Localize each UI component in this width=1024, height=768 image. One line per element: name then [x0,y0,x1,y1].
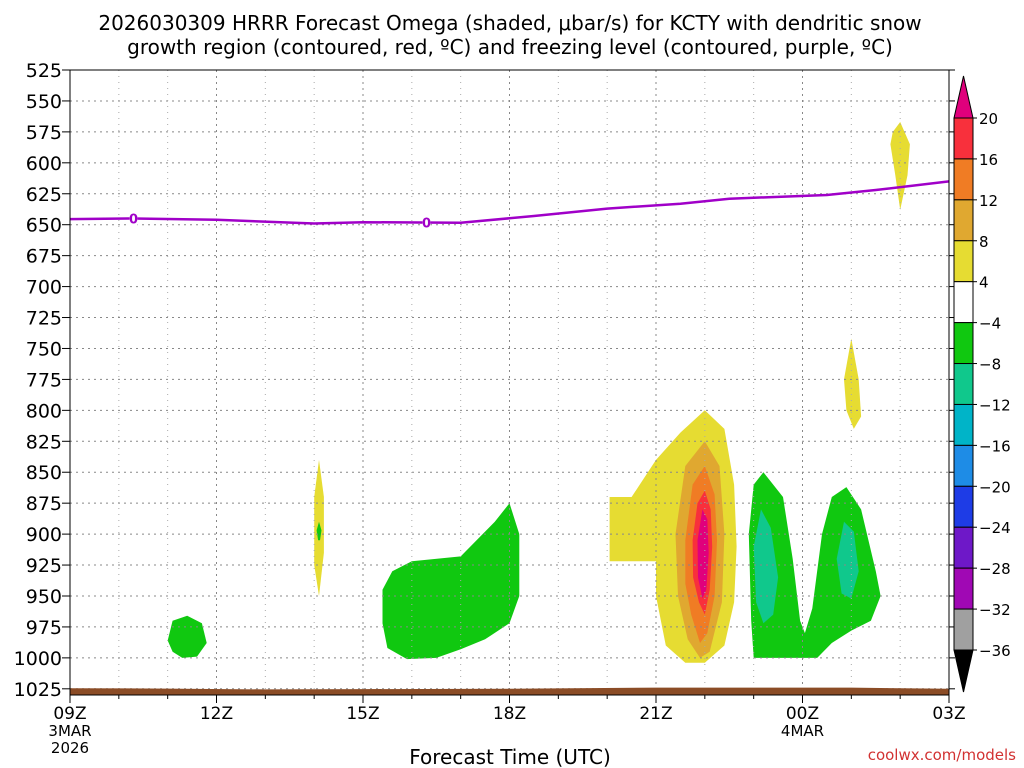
omega-region-green-blob-1000 [167,615,207,658]
colorbar-swatch-3 [953,240,974,283]
y-tick-label-950: 950 [26,586,62,608]
y-tick-label-575: 575 [26,122,62,144]
x-tick-label-18Z: 18Z [493,704,526,724]
y-tick-label-800: 800 [26,400,62,422]
ground-layer [70,687,949,695]
y-tick-label-525: 525 [26,60,62,82]
x-tick-label-09Z: 09Z [53,704,86,724]
colorbar-label-11: −28 [979,560,1011,578]
colorbar-label-6: −8 [979,356,1001,374]
x-tick-label-12Z: 12Z [200,704,233,724]
colorbar-swatch-9 [953,485,974,528]
x-tick-label-03Z: 03Z [932,704,965,724]
colorbar-swatch-8 [953,444,974,487]
colorbar-label-13: −36 [979,642,1011,660]
colorbar-label-7: −12 [979,396,1011,414]
omega-shading [167,122,910,663]
freezing-label-bg-0 [129,211,138,226]
colorbar-swatch-1 [953,158,974,201]
colorbar-swatch-6 [953,363,974,405]
y-tick-label-625: 625 [26,184,62,206]
omega-region-magenta-22z [697,509,709,599]
omega-region-teal-left-00z [753,509,779,624]
y-tick-label-925: 925 [26,555,62,577]
freezing-label-0: 0 [129,213,138,228]
colorbar-label-12: −32 [979,601,1011,619]
colorbar-swatch-10 [953,526,974,569]
colorbar-bottom-arrow [953,649,974,693]
ground-surface [70,687,949,695]
credit-text: coolwx.com/models [868,746,1016,764]
colorbar-swatch-2 [953,199,974,242]
grid-lines [70,70,949,695]
omega-region-teal-right-00z [836,521,859,599]
y-tick-label-900: 900 [26,524,62,546]
y-tick-label-725: 725 [26,308,62,330]
freezing-label-bg-1 [422,215,431,230]
colorbar-label-5: −4 [979,315,1001,333]
y-tick-label-975: 975 [26,617,62,639]
omega-region-green-region-17z [382,503,520,660]
x-tick-year-09Z: 2026 [51,739,89,757]
y-tick-label-550: 550 [26,91,62,113]
y-tick-label-850: 850 [26,462,62,484]
omega-region-green-sliver-14z [316,521,322,541]
y-tick-label-875: 875 [26,493,62,515]
colorbar-label-8: −16 [979,437,1011,455]
colorbar: 20 16 12 8 4 −4 −8 −12 −16 −20 −24 −28 −32 −36 [953,75,1011,693]
colorbar-swatch-12 [953,608,974,651]
colorbar-label-10: −24 [979,519,1011,537]
y-tick-label-1025: 1025 [14,679,62,701]
colorbar-swatch-7 [953,403,974,446]
colorbar-swatch-11 [953,567,974,610]
omega-region-green-right-00z [748,472,881,658]
y-tick-label-775: 775 [26,369,62,391]
colorbar-label-1: 16 [979,151,998,169]
y-tick-label-600: 600 [26,153,62,175]
x-tick-label-21Z: 21Z [639,704,672,724]
colorbar-top-arrow [953,75,974,119]
chart-title-line1: 2026030309 HRRR Forecast Omega (shaded, … [98,11,921,35]
colorbar-swatch-5 [953,322,974,365]
colorbar-label-0: 20 [979,110,998,128]
freezing-level-line [69,180,950,225]
colorbar-label-2: 12 [979,192,998,210]
freezing-label-1: 0 [422,217,431,232]
colorbar-swatch-4 [953,281,974,324]
chart-title-line2: growth region (contoured, red, ºC) and f… [127,35,893,59]
x-tick-date-09Z: 3MAR [48,722,91,740]
y-tick-label-650: 650 [26,215,62,237]
colorbar-label-9: −20 [979,478,1011,496]
y-tick-label-675: 675 [26,246,62,268]
y-tick-label-825: 825 [26,431,62,453]
y-tick-label-750: 750 [26,338,62,360]
colorbar-label-3: 8 [979,233,989,251]
y-tick-label-1000: 1000 [14,648,62,670]
colorbar-swatch-0 [953,117,974,160]
x-tick-date-00Z: 4MAR [781,722,824,740]
x-axis-label: Forecast Time (UTC) [409,745,611,768]
y-axis-ticks: 525 550 575 600 625 650 675 700 725 750 775 800 825 8… [14,60,955,701]
x-tick-label-15Z: 15Z [346,704,379,724]
x-tick-label-00Z: 00Z [786,704,819,724]
y-tick-label-700: 700 [26,277,62,299]
colorbar-label-4: 4 [979,274,989,292]
omega-region-yellow-top-02z [890,122,910,210]
omega-region-yellow-upper-01z [844,338,862,429]
